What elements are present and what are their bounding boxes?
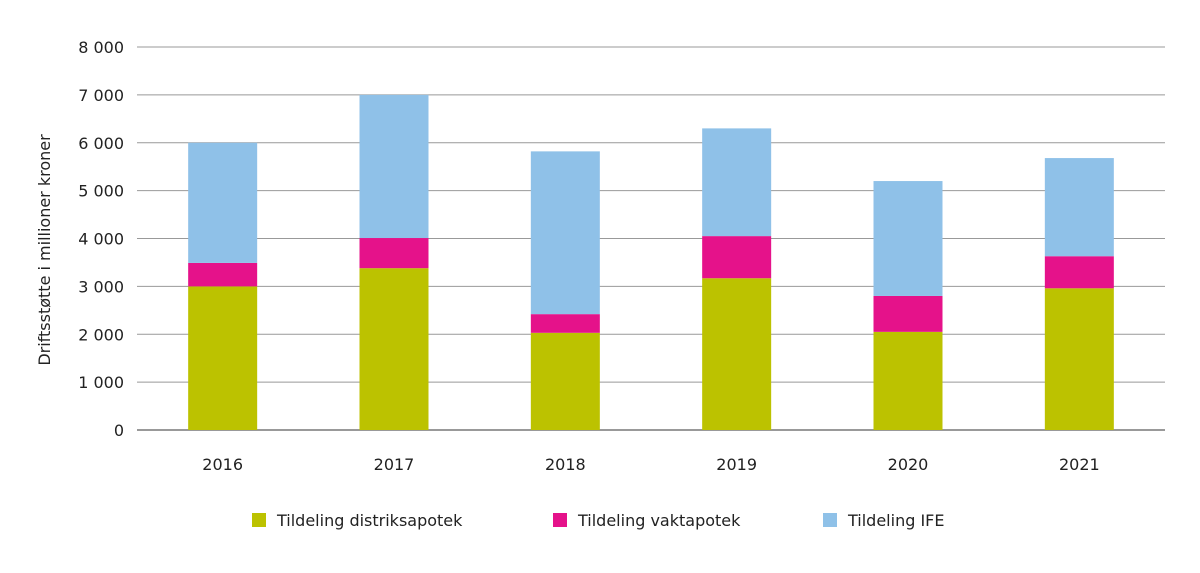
bar-segment <box>530 332 600 430</box>
bar-segment <box>359 268 429 430</box>
bar-segment <box>359 238 429 269</box>
legend-swatch <box>553 513 567 527</box>
bar-segment <box>1044 158 1114 257</box>
bar-segment <box>873 331 943 430</box>
y-tick-label: 5 000 <box>78 182 124 201</box>
legend-label: Tildeling vaktapotek <box>577 511 741 530</box>
bar-segment <box>188 142 258 263</box>
bar-segment <box>702 278 772 430</box>
y-tick-label: 1 000 <box>78 373 124 392</box>
bar-segment <box>873 181 943 296</box>
bar-segment <box>359 94 429 239</box>
bar-segment <box>1044 256 1114 289</box>
y-tick-label: 4 000 <box>78 230 124 249</box>
legend: Tildeling distriksapotek Tildeling vaktap… <box>252 511 944 530</box>
x-tick-label: 2017 <box>374 455 415 474</box>
x-tick-label: 2021 <box>1059 455 1100 474</box>
y-tick-label: 6 000 <box>78 134 124 153</box>
bar-segment <box>1044 288 1114 430</box>
x-tick-label: 2019 <box>716 455 757 474</box>
y-tick-label: 0 <box>114 421 124 440</box>
bar-segment <box>530 151 600 315</box>
legend-swatch <box>823 513 837 527</box>
gridlines <box>137 46 1165 431</box>
bar-segment <box>702 128 772 237</box>
bar-segment <box>188 262 258 287</box>
y-axis-label: Driftsstøtte i millioner kroner <box>35 134 54 366</box>
legend-label: Tildeling IFE <box>847 511 944 530</box>
x-axis-ticks: 2016 2017 2018 2019 2020 2021 <box>202 455 1099 474</box>
legend-swatch <box>252 513 266 527</box>
x-tick-label: 2018 <box>545 455 586 474</box>
legend-label: Tildeling distriksapotek <box>276 511 463 530</box>
bar-segment <box>873 295 943 332</box>
y-tick-label: 3 000 <box>78 277 124 296</box>
y-tick-label: 2 000 <box>78 325 124 344</box>
x-tick-label: 2020 <box>888 455 929 474</box>
bars <box>188 94 1114 430</box>
bar-segment <box>188 286 258 430</box>
bar-segment <box>530 314 600 333</box>
bar-segment <box>702 236 772 279</box>
x-tick-label: 2016 <box>202 455 243 474</box>
y-tick-label: 8 000 <box>78 38 124 57</box>
y-axis-ticks: 0 1 000 2 000 3 000 4 000 5 000 6 000 7 000 8 00… <box>78 38 124 440</box>
y-tick-label: 7 000 <box>78 86 124 105</box>
